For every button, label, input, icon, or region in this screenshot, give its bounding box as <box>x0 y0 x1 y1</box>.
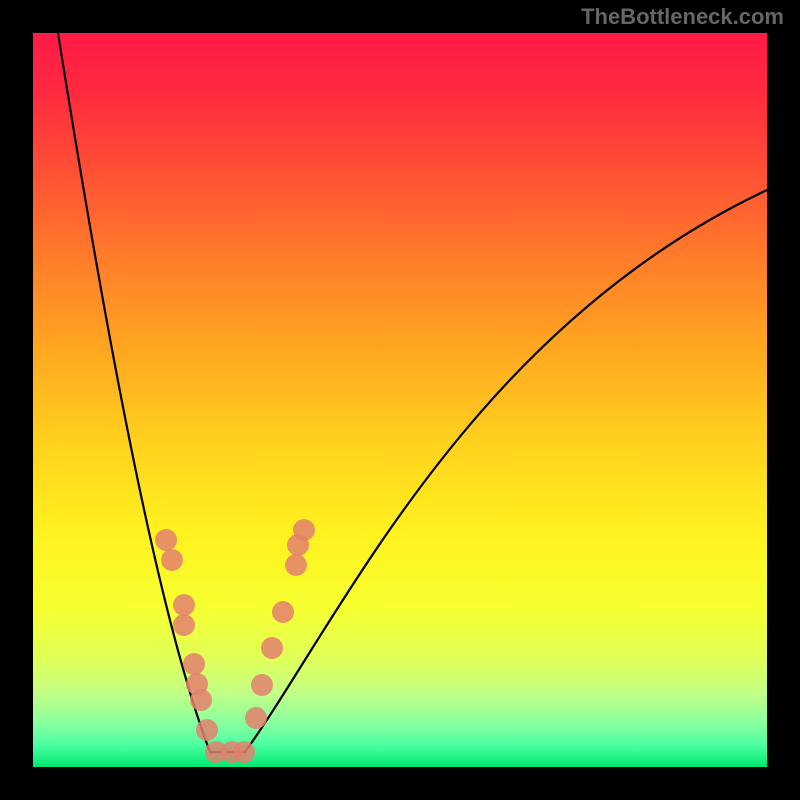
data-point <box>285 554 307 576</box>
data-point <box>196 719 218 741</box>
data-point <box>272 601 294 623</box>
watermark-text: TheBottleneck.com <box>581 4 784 30</box>
data-point <box>233 741 255 763</box>
bottleneck-curve-chart <box>0 0 800 800</box>
data-point <box>293 519 315 541</box>
data-point <box>190 689 212 711</box>
data-point <box>245 707 267 729</box>
data-point <box>155 529 177 551</box>
data-point <box>183 653 205 675</box>
data-point <box>251 674 273 696</box>
chart-container: TheBottleneck.com <box>0 0 800 800</box>
data-point <box>261 637 283 659</box>
plot-background <box>33 33 767 767</box>
data-point <box>161 549 183 571</box>
data-point <box>173 614 195 636</box>
data-point <box>173 594 195 616</box>
